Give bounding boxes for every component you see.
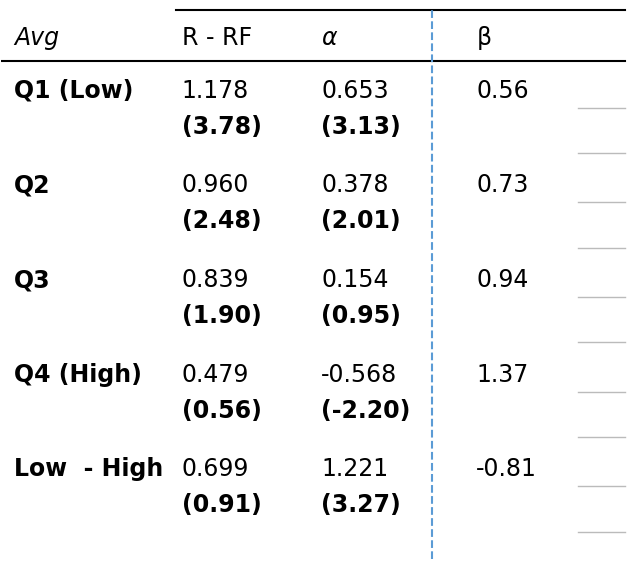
Text: Q1 (Low): Q1 (Low) — [14, 79, 134, 103]
Text: (0.56): (0.56) — [182, 398, 262, 423]
Text: Q3: Q3 — [14, 268, 51, 292]
Text: 1.221: 1.221 — [321, 457, 389, 481]
Text: (0.95): (0.95) — [321, 304, 401, 328]
Text: 0.56: 0.56 — [476, 79, 529, 103]
Text: 0.73: 0.73 — [476, 173, 529, 198]
Text: (2.01): (2.01) — [321, 209, 401, 233]
Text: Q2: Q2 — [14, 173, 50, 198]
Text: Avg: Avg — [14, 26, 59, 50]
Text: α: α — [321, 26, 337, 50]
Text: -0.568: -0.568 — [321, 363, 398, 387]
Text: 0.479: 0.479 — [182, 363, 249, 387]
Text: 0.154: 0.154 — [321, 268, 389, 292]
Text: 0.378: 0.378 — [321, 173, 389, 198]
Text: (2.48): (2.48) — [182, 209, 261, 233]
Text: -0.81: -0.81 — [476, 457, 537, 481]
Text: 0.960: 0.960 — [182, 173, 249, 198]
Text: 0.839: 0.839 — [182, 268, 249, 292]
Text: (3.13): (3.13) — [321, 115, 401, 139]
Text: (3.27): (3.27) — [321, 493, 401, 517]
Text: R - RF: R - RF — [182, 26, 252, 50]
Text: 0.94: 0.94 — [476, 268, 529, 292]
Text: Q4 (High): Q4 (High) — [14, 363, 142, 387]
Text: (1.90): (1.90) — [182, 304, 261, 328]
Text: 1.178: 1.178 — [182, 79, 249, 103]
Text: 1.37: 1.37 — [476, 363, 529, 387]
Text: Low  - High: Low - High — [14, 457, 163, 481]
Text: β: β — [476, 26, 492, 50]
Text: (0.91): (0.91) — [182, 493, 261, 517]
Text: 0.699: 0.699 — [182, 457, 249, 481]
Text: 0.653: 0.653 — [321, 79, 389, 103]
Text: (-2.20): (-2.20) — [321, 398, 411, 423]
Text: (3.78): (3.78) — [182, 115, 262, 139]
